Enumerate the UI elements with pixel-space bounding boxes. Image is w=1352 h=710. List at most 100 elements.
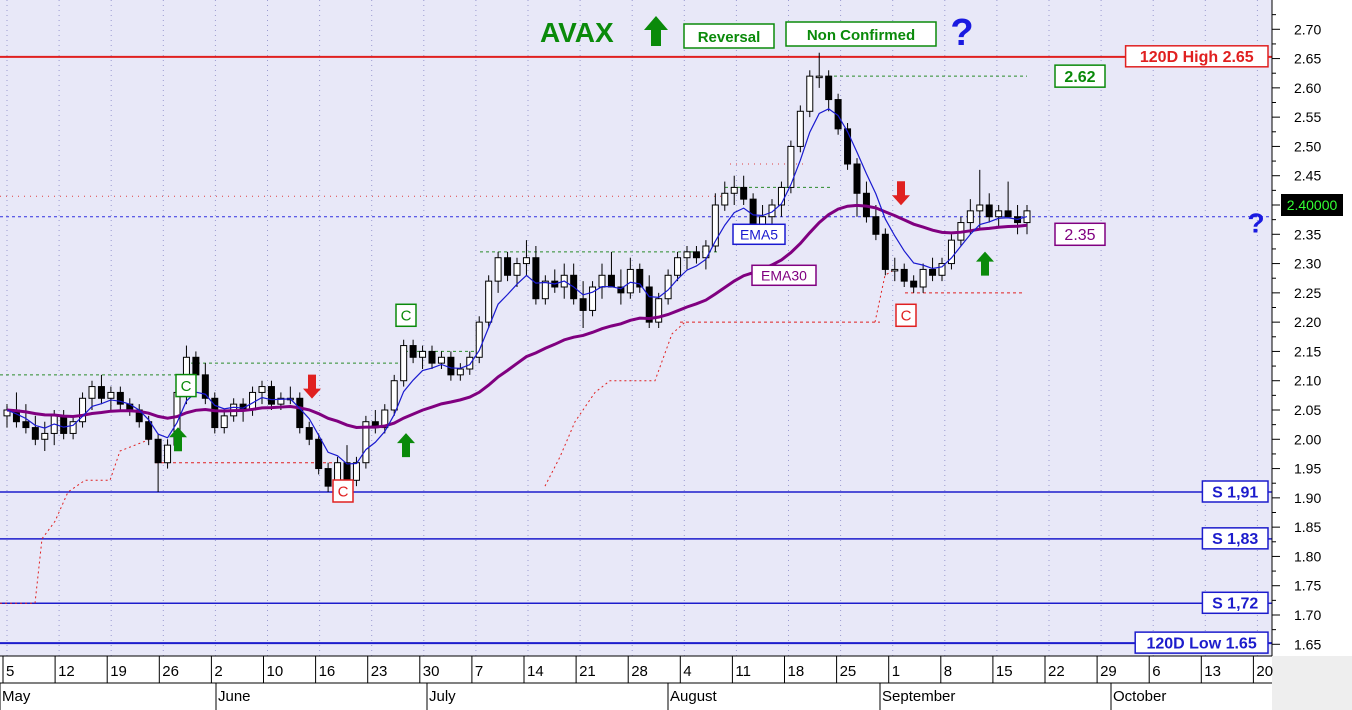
x-month-label: June	[218, 688, 251, 705]
x-tick-label: 23	[371, 663, 388, 680]
header-tag-non-confirmed: Non Confirmed	[807, 27, 915, 44]
ema30-label: EMA30	[761, 267, 807, 283]
level-label-box	[1124, 45, 1269, 68]
x-tick-label: 25	[840, 663, 857, 680]
candle-up	[626, 268, 634, 294]
candle-down	[504, 257, 512, 276]
x-tick-label: 7	[475, 663, 483, 680]
candle-up	[390, 380, 398, 411]
candle-down	[296, 397, 304, 429]
candle-down	[267, 386, 275, 405]
y-tick-label: 2.00	[1294, 431, 1321, 447]
signal-letter-box	[895, 303, 917, 328]
candle-down	[31, 427, 39, 440]
x-tick-label: 16	[319, 663, 336, 680]
y-tick-label: 1.90	[1294, 490, 1321, 506]
candle-up	[277, 397, 285, 405]
candle-up	[589, 286, 597, 311]
y-tick-label: 2.30	[1294, 256, 1321, 272]
ema5-line	[6, 108, 1028, 465]
candle-up	[777, 186, 785, 206]
candle-down	[192, 356, 200, 376]
value-tag-box	[1054, 64, 1106, 88]
level-label-box	[1201, 480, 1269, 503]
candle-up	[995, 210, 1003, 218]
candle-up	[522, 257, 530, 265]
candle-up	[768, 204, 776, 218]
candle-down	[145, 421, 153, 440]
x-month-label: May	[2, 688, 31, 705]
candle-up	[806, 75, 814, 112]
arrow-up-icon	[169, 427, 187, 452]
axis-corner	[1272, 656, 1352, 710]
x-tick-label: 20	[1256, 663, 1273, 680]
level-label: S 1,72	[1212, 596, 1258, 613]
x-month-label: August	[670, 688, 718, 705]
candle-up	[674, 257, 682, 276]
value-tag: 2.62	[1064, 69, 1095, 86]
candle-down	[579, 298, 587, 311]
signal-letter-box	[395, 303, 417, 328]
trailing-stop-line	[0, 438, 151, 604]
ema30-label-box	[751, 264, 817, 287]
y-tick-label: 1.65	[1294, 636, 1321, 652]
plot-background	[0, 0, 1272, 656]
x-tick-label: 28	[631, 663, 648, 680]
candle-up	[466, 356, 474, 370]
y-tick-label: 2.55	[1294, 109, 1321, 125]
x-month-label: July	[429, 688, 456, 705]
candle-down	[154, 438, 162, 464]
last-price-label: 2.40000	[1287, 197, 1338, 213]
level-lines	[0, 55, 1272, 645]
candle-down	[834, 99, 842, 130]
candle-down	[881, 233, 889, 270]
candle-up	[919, 268, 927, 288]
level-labels: 120D High 2.65 S 1,91 S 1,83 S 1,72 120D Low…	[175, 45, 1269, 654]
candle-up	[79, 397, 87, 423]
candle-up	[947, 239, 955, 265]
header-tag-box	[683, 23, 775, 49]
candle-down	[60, 415, 68, 434]
signal-letter: C	[401, 308, 412, 325]
signal-letter: C	[181, 378, 192, 395]
candle-down	[825, 75, 833, 101]
x-tick-label: 30	[423, 663, 440, 680]
header-tag-box	[785, 21, 937, 47]
candle-down	[844, 128, 852, 165]
x-axis: 5 12 19 26 2 10 16 23 30 7 14 21 28 4 11 18 25 1 8 15 22 29 6 1…	[0, 655, 1352, 710]
candle-up	[541, 280, 549, 300]
level-label: 120D High 2.65	[1140, 49, 1254, 66]
candle-down	[900, 268, 908, 282]
y-tick-label: 2.05	[1294, 402, 1321, 418]
candle-down	[409, 345, 417, 358]
candle-up	[400, 345, 408, 382]
x-tick-label: 15	[996, 663, 1013, 680]
x-tick-label: 22	[1048, 663, 1065, 680]
x-tick-label: 4	[683, 663, 691, 680]
candle-up	[69, 421, 77, 434]
candle-down	[532, 257, 540, 300]
last-price-box	[1281, 194, 1343, 216]
candle-up	[815, 75, 823, 79]
arrow-down-icon	[892, 181, 910, 206]
candle-down	[305, 427, 313, 440]
y-tick-label: 2.25	[1294, 285, 1321, 301]
candle-down	[22, 421, 30, 429]
x-tick-label: 14	[527, 663, 544, 680]
candle-up	[485, 280, 493, 323]
x-tick-label: 13	[1204, 663, 1221, 680]
ema-lines	[6, 108, 1028, 465]
x-tick-label: 2	[214, 663, 222, 680]
x-tick-label: 10	[267, 663, 284, 680]
candle-down	[645, 286, 653, 323]
level-label: S 1,91	[1212, 484, 1258, 501]
x-tick-label: 1	[892, 663, 900, 680]
y-axis-background	[1272, 0, 1352, 710]
candle-down	[636, 268, 644, 288]
candle-down	[428, 350, 436, 364]
candle-up	[419, 350, 427, 358]
value-tag: 2.35	[1064, 227, 1095, 244]
level-label-box	[1134, 631, 1269, 654]
y-tick-label: 1.75	[1294, 578, 1321, 594]
